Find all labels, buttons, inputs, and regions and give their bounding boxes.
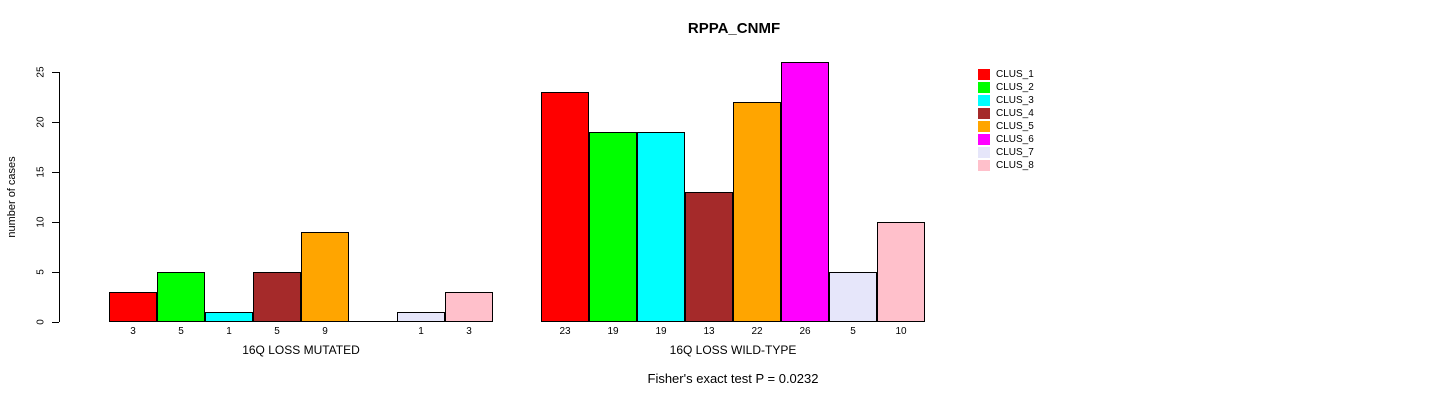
legend-swatch-clus_2 <box>978 82 990 93</box>
bar-clus_2-group2 <box>589 132 637 322</box>
bar-value-label: 13 <box>703 326 715 337</box>
legend-swatch-clus_3 <box>978 95 990 106</box>
bar-value-label: 10 <box>895 326 907 337</box>
legend-label: CLUS_7 <box>996 147 1034 158</box>
legend-label: CLUS_3 <box>996 95 1034 106</box>
bar-value-label: 1 <box>418 326 424 337</box>
bar-value-label: 22 <box>751 326 763 337</box>
bar-clus_5-group2 <box>733 102 781 322</box>
bar-clus_1-group1 <box>109 292 157 322</box>
legend-item-clus_8: CLUS_8 <box>978 159 1034 172</box>
y-tick-label: 10 <box>35 216 47 228</box>
legend-label: CLUS_1 <box>996 69 1034 80</box>
y-tick <box>52 72 59 73</box>
y-tick <box>52 272 59 273</box>
legend-item-clus_4: CLUS_4 <box>978 107 1034 120</box>
bar-value-label: 5 <box>178 326 184 337</box>
bar-value-label: 5 <box>274 326 280 337</box>
x-axis-label-wild-type: 16Q LOSS WILD-TYPE <box>669 343 797 357</box>
y-tick-label: 15 <box>35 166 47 178</box>
y-tick <box>52 172 59 173</box>
bar-value-label: 19 <box>607 326 619 337</box>
legend-label: CLUS_2 <box>996 82 1034 93</box>
legend-item-clus_5: CLUS_5 <box>978 120 1034 133</box>
bar-clus_3-group2 <box>637 132 685 322</box>
y-tick <box>52 222 59 223</box>
bar-clus_4-group1 <box>253 272 301 322</box>
legend-swatch-clus_1 <box>978 69 990 80</box>
legend-swatch-clus_5 <box>978 121 990 132</box>
bar-value-label: 26 <box>799 326 811 337</box>
bar-clus_3-group1 <box>205 312 253 322</box>
y-tick-label: 5 <box>35 269 47 275</box>
legend-item-clus_7: CLUS_7 <box>978 146 1034 159</box>
bar-value-label: 9 <box>322 326 328 337</box>
bar-value-label: 3 <box>466 326 472 337</box>
legend: CLUS_1 CLUS_2 CLUS_3 CLUS_4 CLUS_5 CLUS_6 CLUS… <box>978 68 1034 172</box>
bar-clus_6-group1-zero-baseline <box>349 321 397 322</box>
bar-clus_8-group1 <box>445 292 493 322</box>
bar-clus_7-group1 <box>397 312 445 322</box>
legend-swatch-clus_8 <box>978 160 990 171</box>
fisher-test-annotation: Fisher's exact test P = 0.0232 <box>647 371 819 386</box>
bar-clus_1-group2 <box>541 92 589 322</box>
y-axis-title: number of cases <box>6 156 18 238</box>
y-tick-label: 0 <box>35 319 47 325</box>
y-tick-label: 25 <box>35 66 47 78</box>
y-tick <box>52 322 59 323</box>
legend-item-clus_1: CLUS_1 <box>978 68 1034 81</box>
bar-clus_2-group1 <box>157 272 205 322</box>
legend-label: CLUS_4 <box>996 108 1034 119</box>
bar-clus_7-group2 <box>829 272 877 322</box>
bar-clus_8-group2 <box>877 222 925 322</box>
chart-title: RPPA_CNMF <box>687 20 781 37</box>
bar-value-label: 1 <box>226 326 232 337</box>
legend-item-clus_6: CLUS_6 <box>978 133 1034 146</box>
legend-item-clus_2: CLUS_2 <box>978 81 1034 94</box>
y-tick <box>52 122 59 123</box>
legend-swatch-clus_6 <box>978 134 990 145</box>
x-axis-label-mutated: 16Q LOSS MUTATED <box>242 343 360 357</box>
legend-label: CLUS_8 <box>996 160 1034 171</box>
bar-value-label: 19 <box>655 326 667 337</box>
bar-value-label: 23 <box>559 326 571 337</box>
y-tick-label: 20 <box>35 116 47 128</box>
bar-clus_5-group1 <box>301 232 349 322</box>
legend-swatch-clus_4 <box>978 108 990 119</box>
bar-value-label: 5 <box>850 326 856 337</box>
legend-item-clus_3: CLUS_3 <box>978 94 1034 107</box>
bar-clus_4-group2 <box>685 192 733 322</box>
bar-value-label: 3 <box>130 326 136 337</box>
bar-clus_6-group2 <box>781 62 829 322</box>
legend-swatch-clus_7 <box>978 147 990 158</box>
y-axis-line <box>59 72 60 322</box>
legend-label: CLUS_5 <box>996 121 1034 132</box>
legend-label: CLUS_6 <box>996 134 1034 145</box>
